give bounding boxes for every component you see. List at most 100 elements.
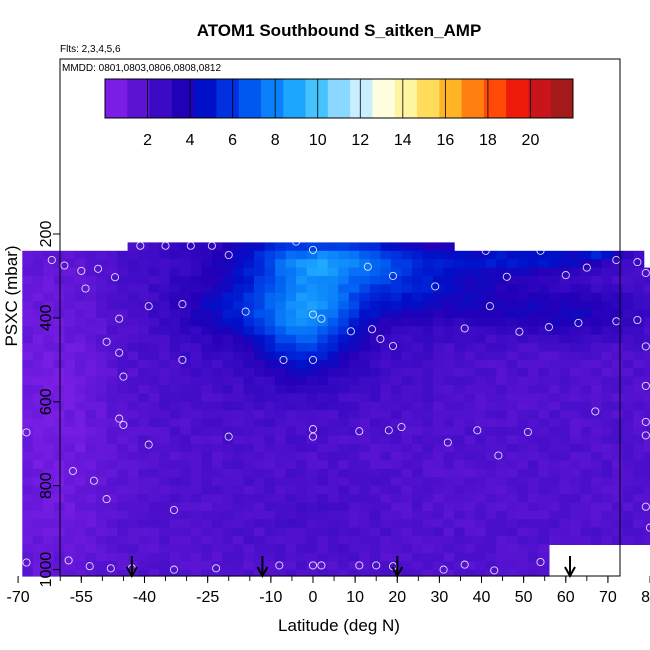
heatmap-cell <box>338 368 350 378</box>
heatmap-cell <box>43 452 55 462</box>
heatmap-cell <box>443 561 455 571</box>
heatmap-cell <box>464 376 476 386</box>
heatmap-cell <box>148 443 160 453</box>
heatmap-cell <box>591 427 603 436</box>
heatmap-cell <box>506 569 518 577</box>
heatmap-cell <box>369 427 381 436</box>
sample-point <box>115 414 124 423</box>
heatmap-cell <box>148 267 160 277</box>
heatmap-cell <box>591 351 603 361</box>
heatmap-cell <box>496 267 508 277</box>
heatmap-cell <box>222 519 234 529</box>
heatmap-cell <box>317 334 329 344</box>
heatmap-cell <box>338 435 350 445</box>
heatmap-cell <box>517 561 529 571</box>
heatmap-cell <box>559 359 571 369</box>
heatmap-cell <box>264 418 276 428</box>
heatmap-cell <box>570 309 582 319</box>
heatmap-cell <box>201 452 213 462</box>
heatmap-cell <box>548 393 560 403</box>
heatmap-cell <box>106 343 118 353</box>
heatmap-cell <box>485 494 497 504</box>
heatmap-cell <box>96 427 108 436</box>
heatmap-cell <box>485 544 497 554</box>
heatmap-cell <box>580 510 592 520</box>
heatmap-cell <box>306 359 318 369</box>
heatmap-cell <box>117 376 129 386</box>
heatmap-cell <box>190 527 202 537</box>
heatmap-cell <box>443 351 455 361</box>
heatmap-cell <box>296 527 308 537</box>
heatmap-cell <box>485 427 497 436</box>
heatmap-cell <box>475 502 487 512</box>
heatmap-cell <box>138 452 150 462</box>
heatmap-cell <box>317 452 329 462</box>
heatmap-cell <box>475 275 487 285</box>
heatmap-cell <box>117 301 129 311</box>
heatmap-cell <box>527 410 539 420</box>
heatmap-cell <box>454 267 466 277</box>
heatmap-cell <box>633 284 645 294</box>
heatmap-cell <box>296 275 308 285</box>
heatmap-cell <box>222 242 234 252</box>
heatmap-cell <box>506 460 518 470</box>
heatmap-cell <box>85 359 97 369</box>
heatmap-cell <box>317 393 329 403</box>
heatmap-cell <box>538 410 550 420</box>
heatmap-cell <box>475 368 487 378</box>
heatmap-cell <box>180 527 192 537</box>
heatmap-cell <box>559 443 571 453</box>
heatmap-cell <box>201 485 213 495</box>
heatmap-cell <box>243 468 255 478</box>
heatmap-cell <box>96 368 108 378</box>
heatmap-cell <box>159 343 171 353</box>
sample-point <box>317 314 326 323</box>
heatmap-cell <box>548 502 560 512</box>
heatmap-cell <box>96 334 108 344</box>
heatmap-cell <box>348 435 360 445</box>
heatmap-cell <box>43 485 55 495</box>
heatmap-cell <box>243 494 255 504</box>
heatmap-cell <box>233 418 245 428</box>
sample-point <box>633 315 642 325</box>
heatmap-cell <box>601 410 613 420</box>
heatmap-cell <box>53 343 65 353</box>
heatmap-cell <box>517 544 529 554</box>
heatmap-cell <box>159 359 171 369</box>
heatmap-cell <box>180 494 192 504</box>
heatmap-cell <box>243 301 255 311</box>
heatmap-cell <box>612 326 624 336</box>
heatmap-cell <box>275 468 287 478</box>
heatmap-cell <box>296 326 308 336</box>
heatmap-cell <box>275 443 287 453</box>
heatmap-cell <box>570 401 582 411</box>
heatmap-cell <box>369 569 381 577</box>
heatmap-cell <box>75 527 87 537</box>
heatmap-cell <box>338 443 350 453</box>
heatmap-cell <box>496 275 508 285</box>
heatmap-cell <box>22 351 34 361</box>
heatmap-cell <box>233 401 245 411</box>
heatmap-cell <box>338 242 350 252</box>
heatmap-cell <box>285 301 297 311</box>
heatmap-cell <box>496 317 508 327</box>
heatmap-cell <box>211 427 223 436</box>
heatmap-cell <box>306 536 318 545</box>
heatmap-cell <box>506 418 518 428</box>
heatmap-cell <box>412 368 424 378</box>
heatmap-cell <box>201 510 213 520</box>
heatmap-cell <box>633 452 645 462</box>
heatmap-cell <box>285 544 297 554</box>
heatmap-cell <box>306 317 318 327</box>
heatmap-cell <box>22 435 34 445</box>
heatmap-cell <box>275 401 287 411</box>
heatmap-cell <box>443 519 455 529</box>
heatmap-cell <box>580 309 592 319</box>
heatmap-cell <box>106 452 118 462</box>
heatmap-cell <box>348 552 360 562</box>
heatmap-cell <box>548 460 560 470</box>
heatmap-cell <box>327 502 339 512</box>
heatmap-cell <box>601 359 613 369</box>
heatmap-cell <box>496 259 508 269</box>
heatmap-cell <box>570 259 582 269</box>
